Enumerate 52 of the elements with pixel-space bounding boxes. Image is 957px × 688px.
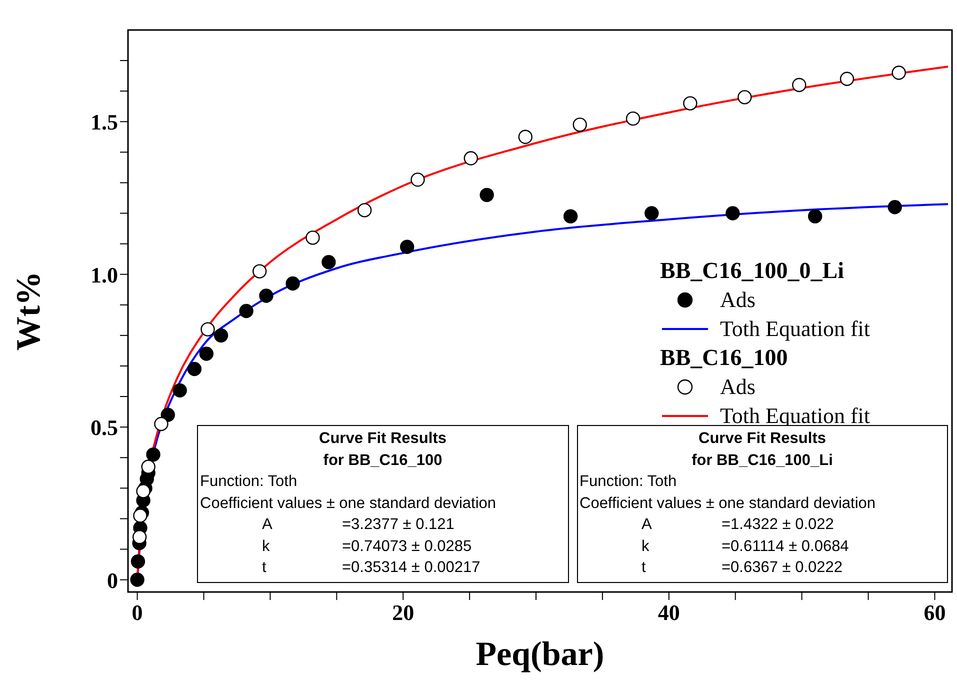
point xyxy=(130,572,144,587)
x-tick-label: 20 xyxy=(392,600,414,625)
point xyxy=(644,206,659,220)
point xyxy=(239,304,254,318)
fit-results-box: Curve Fit Results for BB_C16_100_Li Function: Toth Coefficient values ± one standard deviation A =1.4322 ± 0.022 k =0.61114 ± 0.0684 t =0.6367 ± 0.0222 xyxy=(576,425,948,583)
point xyxy=(160,408,175,422)
point xyxy=(252,264,267,278)
point xyxy=(141,460,156,474)
legend-label: Ads xyxy=(720,286,756,314)
point xyxy=(563,209,578,224)
point xyxy=(480,188,494,202)
point xyxy=(357,203,372,218)
x-tick-label: 60 xyxy=(924,600,946,625)
point xyxy=(738,90,752,104)
annotation: BB_C16_100 xyxy=(660,344,789,372)
x-axis-title: Peq(bar) xyxy=(474,636,606,674)
point xyxy=(132,530,147,544)
point xyxy=(259,288,274,303)
point xyxy=(892,66,906,80)
point xyxy=(306,230,320,245)
point xyxy=(200,322,215,336)
point xyxy=(808,209,822,224)
point xyxy=(214,328,228,343)
y-tick-label: 1.0 xyxy=(90,262,118,288)
point xyxy=(683,96,698,110)
point xyxy=(322,255,336,270)
point xyxy=(286,276,300,291)
legend-label: Ads xyxy=(720,373,756,401)
point xyxy=(726,206,740,220)
point xyxy=(410,172,425,187)
legend-label: Toth Equation fit xyxy=(720,315,870,343)
annotation: BB_C16_100_0_Li xyxy=(660,257,846,285)
point xyxy=(154,416,168,432)
point xyxy=(840,72,854,86)
point xyxy=(626,111,640,126)
y-axis-title: Wt% xyxy=(11,271,49,351)
point xyxy=(400,240,414,254)
x-tick-label: 0 xyxy=(132,600,143,625)
point xyxy=(187,362,202,376)
point xyxy=(130,554,146,569)
point xyxy=(888,200,902,214)
y-tick-label: 0 xyxy=(107,568,118,593)
x-tick-label: 40 xyxy=(658,600,680,625)
y-tick-label: 1.5 xyxy=(90,110,118,135)
point xyxy=(133,508,148,523)
fit-results-box: Curve Fit Results for BB_C16_100 Function: Toth Coefficient values ± one standard deviation A =3.2377 ± 0.121 k =0.74073 ± 0.0285 t =0.35314 ± 0.00217 xyxy=(197,425,568,583)
point xyxy=(172,383,187,398)
point xyxy=(792,78,806,92)
point xyxy=(199,346,214,361)
point xyxy=(464,151,478,166)
y-tick-label: 0.5 xyxy=(90,415,118,440)
point xyxy=(146,447,160,462)
